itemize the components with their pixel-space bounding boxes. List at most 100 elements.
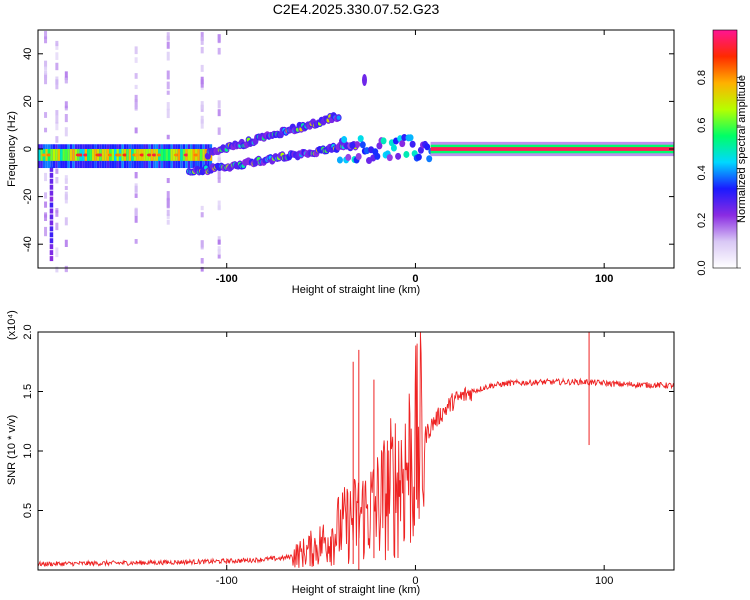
spectrogram-transition-blob: [407, 134, 414, 142]
colorbar-tick-label: 0.2: [696, 213, 708, 228]
spectrogram-transition-blob: [424, 143, 431, 151]
spectrogram-band-core: [180, 149, 183, 161]
spectrogram-streak-blob: [200, 212, 204, 218]
spectrogram-streak-blob: [166, 70, 170, 80]
spectrogram-streak-blob: [44, 36, 48, 44]
spectrogram-streak-blob: [200, 258, 204, 264]
spectrogram-streak-blob: [49, 238, 54, 244]
spectrogram-streak-blob: [217, 109, 221, 117]
spectrogram-band-peak: [139, 153, 145, 157]
colorbar-ramp: [712, 29, 738, 269]
colorbar-ticks: 0.0 0.2 0.4 0.6 0.8: [696, 70, 741, 276]
spectrogram-streak-blob: [44, 66, 48, 75]
spectrogram-streak-blob: [49, 184, 54, 190]
spectrogram-upper-branch: [336, 115, 341, 120]
spectrogram-band-core: [72, 149, 75, 161]
spectrogram-band-peak: [97, 153, 103, 157]
spectrogram-streak-blob: [44, 127, 48, 133]
spectrogram-streak-blob: [55, 266, 59, 273]
spectrogram-y-tick-label: -20: [22, 189, 34, 205]
spectrogram-y-ticks: -40 -20 0 20 40: [22, 48, 674, 252]
colorbar: 0.0 0.2 0.4 0.6 0.8 Normalized spectral ampl…: [696, 29, 748, 276]
spectrogram-y-tick-label: 0: [22, 146, 34, 152]
spectrogram-streak-blob: [44, 226, 48, 237]
spectrogram-streak-blob: [166, 199, 170, 209]
spectrogram-streak-blob: [217, 254, 221, 259]
spectrogram-streak-blob: [49, 190, 54, 196]
spectrogram-streak-blob: [200, 36, 204, 45]
spectrogram-transition-blob: [409, 140, 416, 148]
colorbar-tick-label: 0.0: [696, 260, 708, 275]
spectrogram-streak-blob: [49, 214, 54, 220]
spectrogram-band-core: [89, 149, 92, 161]
spectrogram-streak-blob: [217, 100, 221, 109]
spectrogram-streak-blob: [166, 214, 170, 220]
spectrogram-streak-blob: [217, 246, 221, 252]
spectrogram-transition-blob: [415, 153, 422, 161]
snr-y-ticks: 0.5 1.0 1.5 2.0: [22, 324, 674, 518]
spectrogram-streak-blob: [55, 62, 59, 71]
spectrogram-y-tick-label: -40: [22, 236, 34, 252]
spectrogram-x-tick-label: 0: [412, 273, 418, 285]
spectrogram-band-core: [57, 149, 61, 161]
spectrogram-streak-blob: [55, 122, 59, 131]
spectrogram-streak-blob: [134, 84, 138, 90]
snr-y-tick-label: 2.0: [22, 324, 34, 339]
spectrogram-streak-blob: [49, 256, 54, 262]
spectrogram-streak-blob: [64, 77, 68, 84]
spectrogram-band-core: [128, 149, 132, 161]
spectrogram-band-core: [60, 149, 63, 161]
spectrogram-streak-blob: [134, 57, 138, 63]
spectrogram-streak-blob: [166, 108, 170, 119]
spectrogram-streak-blob: [134, 171, 138, 179]
spectrogram-transition-blob: [374, 152, 381, 160]
spectrogram-band-peak: [173, 153, 179, 157]
spectrogram-streak-blob: [217, 47, 221, 55]
spectrogram-streak-blob: [44, 30, 48, 40]
spectrogram-isolated-blob: [361, 73, 367, 86]
spectrogram-band-core: [52, 149, 56, 161]
spectrogram-band-peak: [146, 153, 152, 157]
spectrogram-streak-blob: [44, 73, 48, 79]
spectrogram-transition-blob: [390, 144, 397, 152]
spectrogram-band-core: [62, 149, 65, 161]
spectrogram-band-core: [64, 149, 68, 161]
spectrogram-streak-blob: [55, 222, 59, 231]
colorbar-label: Normalized spectral amplitude: [736, 75, 748, 223]
spectrogram-streak-blob: [55, 168, 59, 174]
spectrogram-marks: [38, 30, 674, 273]
spectrogram-x-tick-label: -100: [216, 273, 238, 285]
spectrogram-band-core: [187, 149, 191, 161]
spectrogram-streak-blob: [64, 114, 68, 123]
spectrogram-band-peak: [122, 153, 128, 157]
spectrogram-band-peak: [156, 153, 162, 157]
spectrogram-band-core: [50, 149, 53, 161]
spectrogram-band-core: [67, 149, 70, 161]
snr-multiplier: (x10⁴): [6, 310, 18, 340]
spectrogram-transition-blob: [380, 137, 387, 145]
spectrogram-streak-blob: [49, 208, 54, 214]
spectrogram-streak-blob: [217, 177, 221, 183]
spectrogram-streak-blob: [200, 119, 204, 129]
spectrogram-band-peak: [107, 153, 113, 157]
spectrogram-streak-blob: [134, 127, 138, 134]
spectrogram-transition-blob: [395, 152, 402, 160]
spectrogram-y-label: Frequency (Hz): [6, 111, 18, 187]
spectrogram-band-core: [177, 149, 181, 161]
spectrogram-streak-blob: [55, 79, 59, 90]
spectrogram-streak-blob: [166, 219, 170, 225]
spectrogram-band-core: [168, 149, 171, 161]
spectrogram-band-core: [202, 149, 205, 161]
spectrogram-streak-blob: [64, 217, 68, 226]
spectrogram-streak-blob: [55, 110, 59, 116]
spectrogram-band-peak: [41, 153, 47, 157]
spectrogram-streak-blob: [134, 94, 138, 103]
spectrogram-band-peak: [78, 153, 84, 157]
spectrogram-band-peak: [83, 153, 89, 157]
snr-x-tick-label: -100: [216, 575, 238, 587]
snr-x-tick-label: 100: [595, 575, 613, 587]
spectrogram-band-core: [209, 149, 213, 161]
spectrogram-streak-blob: [166, 178, 170, 184]
spectrogram-band-peak: [117, 153, 123, 157]
spectrogram-transition-blob: [386, 154, 393, 162]
